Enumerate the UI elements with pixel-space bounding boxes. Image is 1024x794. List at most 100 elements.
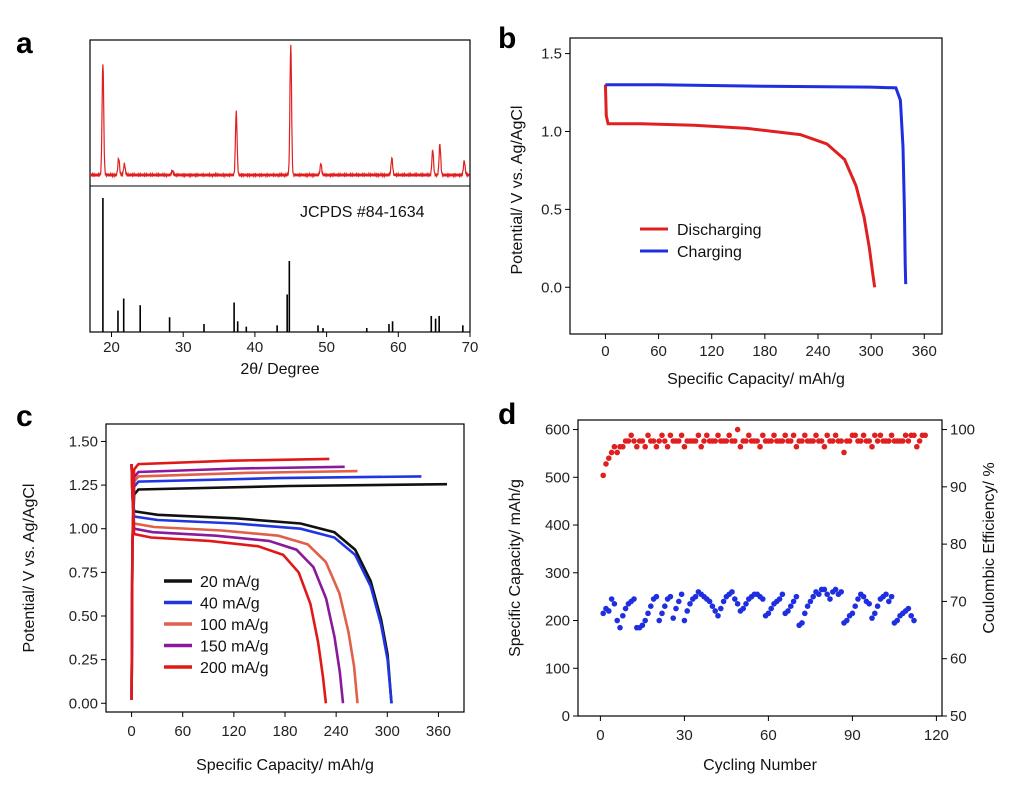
y-tick-label-d: 500: [545, 469, 570, 486]
efficiency-point: [799, 438, 805, 444]
efficiency-point: [614, 449, 620, 456]
efficiency-point: [802, 432, 808, 439]
capacity-point: [908, 612, 914, 619]
efficiency-point: [754, 438, 760, 444]
x-tick-label-c: 240: [324, 723, 349, 740]
capacity-point: [659, 610, 665, 617]
capacity-point: [684, 608, 690, 614]
efficiency-point: [830, 438, 836, 444]
panel-label-d: d: [498, 398, 516, 431]
capacity-point: [676, 598, 682, 605]
capacity-point: [631, 596, 637, 602]
capacity-point: [816, 591, 822, 598]
capacity-point: [888, 593, 895, 600]
efficiency-point: [701, 438, 707, 444]
capacity-point: [866, 601, 872, 607]
efficiency-point: [760, 432, 766, 439]
y-tick-label-b: 1.0: [541, 123, 562, 140]
y-tick-label-d: 100: [545, 660, 570, 677]
capacity-point: [874, 603, 881, 609]
capacity-point: [911, 617, 917, 624]
efficiency-point: [860, 432, 867, 439]
y-tick-label-b: 1.5: [541, 46, 562, 63]
y-axis-label-d: Specific Capacity/ mAh/g: [507, 479, 524, 657]
legend-label-charging: Charging: [677, 244, 742, 261]
x-tick-label-b: 180: [752, 343, 777, 360]
efficiency-point: [788, 438, 794, 444]
x-tick-label-d: 90: [844, 727, 861, 744]
x-tick-label-d: 120: [924, 727, 949, 744]
capacity-point: [642, 617, 648, 624]
efficiency-point: [662, 438, 668, 444]
y-tick-label-b: 0.0: [541, 279, 562, 296]
efficiency-point: [676, 438, 682, 444]
panel-label-c: c: [16, 400, 33, 433]
efficiency-point: [905, 438, 912, 444]
efficiency-point: [737, 443, 744, 450]
capacity-point: [788, 603, 794, 609]
capacity-point: [905, 605, 912, 612]
y-axis-label-b: Potential/ V vs. Ag/AgCl: [509, 106, 526, 275]
x-tick-label-b: 240: [805, 343, 830, 360]
y2-axis-label-d: Coulombic Efficiency/ %: [981, 462, 998, 633]
capacity-point: [715, 612, 721, 619]
capacity-point: [827, 596, 833, 602]
plot-frame-d: [577, 419, 943, 717]
y2-tick-label-d: 80: [950, 536, 967, 553]
x-tick-label-a: 40: [247, 339, 264, 356]
y-axis-label-c: Potential/ V vs. Ag/AgCl: [21, 484, 38, 653]
legend-label-100: 100 mA/g: [200, 617, 268, 634]
capacity-point: [645, 610, 651, 617]
legend-label-discharging: Discharging: [677, 222, 761, 239]
xrd-pattern-line: [89, 44, 470, 179]
capacity-point: [720, 598, 727, 605]
y-tick-label-c: 0.50: [69, 608, 98, 625]
x-axis-label-b: Specific Capacity/ mAh/g: [667, 371, 845, 388]
efficiency-point: [600, 472, 606, 479]
efficiency-point: [810, 438, 816, 444]
panel-label-a: a: [16, 27, 33, 60]
y-tick-label-d: 300: [545, 565, 570, 582]
capacity-point: [844, 617, 850, 624]
capacity-point: [793, 593, 800, 600]
capacity-point: [678, 591, 685, 598]
capacity-point: [740, 605, 746, 612]
efficiency-point: [768, 438, 774, 444]
capacity-point: [729, 589, 735, 595]
capacity-point: [810, 593, 816, 600]
capacity-point: [667, 593, 674, 600]
efficiency-point: [678, 432, 685, 439]
capacity-point: [855, 596, 861, 602]
x-axis-label-c: Specific Capacity/ mAh/g: [196, 757, 374, 774]
capacity-point: [860, 593, 867, 600]
efficiency-point: [620, 443, 626, 450]
efficiency-point: [603, 461, 609, 467]
capacity-point: [600, 610, 606, 617]
efficiency-point: [922, 432, 928, 439]
efficiency-point: [841, 449, 847, 456]
capacity-point: [611, 601, 618, 607]
capacity-point: [821, 586, 828, 593]
efficiency-point: [653, 443, 660, 450]
y2-tick-label-d: 70: [950, 593, 967, 610]
x-axis-label-d: Cycling Number: [703, 757, 817, 774]
y-tick-label-d: 200: [545, 613, 570, 630]
capacity-point: [606, 608, 612, 614]
capacity-point: [824, 591, 830, 598]
efficiency-point: [667, 432, 674, 439]
efficiency-point: [902, 432, 909, 439]
efficiency-point: [771, 432, 777, 439]
efficiency-point: [757, 443, 763, 450]
efficiency-point: [692, 438, 699, 444]
efficiency-point: [734, 426, 741, 433]
legend-label-200: 200 mA/g: [200, 660, 268, 677]
x-tick-label-b: 300: [859, 343, 884, 360]
efficiency-point: [715, 432, 721, 439]
y2-tick-label-d: 60: [950, 651, 967, 668]
efficiency-point: [698, 443, 704, 450]
capacity-point: [765, 610, 772, 617]
capacity-point: [673, 605, 679, 612]
efficiency-point: [852, 432, 858, 439]
legend-label-40: 40 mA/g: [200, 596, 260, 613]
